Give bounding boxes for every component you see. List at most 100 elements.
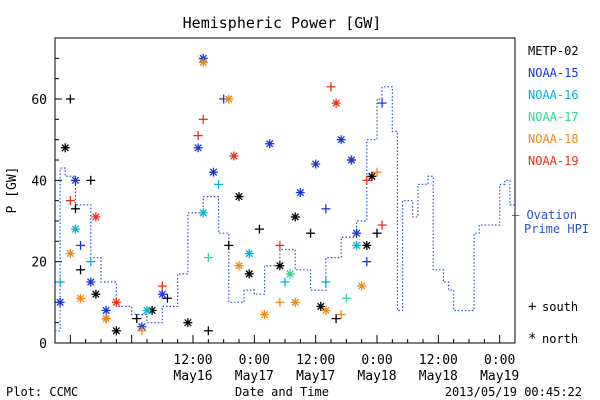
data-point-noaa-15-south xyxy=(321,204,331,214)
data-point-noaa-19-south xyxy=(157,281,167,291)
data-point-noaa-18-north xyxy=(76,293,86,303)
data-point-metp-02-north xyxy=(244,269,254,279)
point-stroke xyxy=(66,249,75,258)
point-stroke xyxy=(102,314,110,323)
data-point-noaa-15-north xyxy=(295,188,305,198)
point-stroke xyxy=(337,135,345,144)
x-tick-date: May19 xyxy=(480,369,519,384)
data-point-metp-02-south xyxy=(132,314,142,324)
data-point-metp-02-north xyxy=(367,171,377,181)
data-point-noaa-16-south xyxy=(321,277,331,287)
data-point-metp-02-south xyxy=(254,224,264,234)
point-stroke xyxy=(61,144,69,152)
north-marker-symbol: * xyxy=(528,331,536,347)
point-stroke xyxy=(56,298,64,307)
data-point-metp-02-south xyxy=(306,228,316,238)
data-point-noaa-18-south xyxy=(137,326,147,336)
point-stroke xyxy=(112,327,121,335)
point-stroke xyxy=(322,306,330,315)
data-point-noaa-15-north xyxy=(352,228,362,238)
y-axis: 0 20 40 60 xyxy=(31,37,62,352)
point-stroke xyxy=(332,99,340,107)
point-stroke xyxy=(265,140,274,148)
plot-timestamp: 2013/05/19 00:45:22 xyxy=(445,385,582,399)
data-point-noaa-17-south xyxy=(341,293,351,303)
data-point-noaa-16-north xyxy=(70,224,80,234)
point-stroke xyxy=(368,172,376,180)
data-point-metp-02-north xyxy=(183,318,193,328)
north-marker-label: north xyxy=(542,332,578,346)
point-stroke xyxy=(245,249,253,258)
x-tick-time: 0:00 xyxy=(484,353,515,368)
data-point-metp-02-south xyxy=(162,293,172,303)
y-tick-label: 60 xyxy=(31,93,47,108)
data-point-noaa-19-south xyxy=(326,82,336,92)
point-stroke xyxy=(260,310,269,319)
data-point-metp-02-north xyxy=(91,289,101,299)
data-point-noaa-16-south xyxy=(86,257,96,267)
data-point-noaa-18-north xyxy=(65,249,75,259)
point-stroke xyxy=(347,156,356,164)
data-point-noaa-16-north xyxy=(244,249,254,259)
point-stroke xyxy=(87,278,95,286)
point-stroke xyxy=(199,209,207,217)
data-point-metp-02-north xyxy=(60,143,70,153)
data-point-metp-02-south xyxy=(224,240,234,250)
point-stroke xyxy=(209,168,218,176)
x-tick-date: May17 xyxy=(235,369,274,384)
data-point-noaa-15-south xyxy=(76,240,86,250)
data-point-metp-02-south xyxy=(372,228,382,238)
point-stroke xyxy=(102,306,110,315)
point-stroke xyxy=(92,290,100,298)
data-point-noaa-19-north xyxy=(111,297,121,307)
data-point-noaa-16-south xyxy=(55,277,65,287)
plot-frame xyxy=(54,37,516,344)
data-point-noaa-16-north xyxy=(198,208,208,218)
point-stroke xyxy=(71,225,80,233)
data-point-noaa-15-north xyxy=(193,143,203,153)
data-point-metp-02-north xyxy=(234,192,244,202)
data-points xyxy=(55,53,387,336)
data-point-noaa-15-north xyxy=(265,139,275,149)
data-point-noaa-16-north xyxy=(352,240,362,250)
point-stroke xyxy=(235,262,243,270)
legend-entry-noaa-16: NOAA-16 xyxy=(528,88,579,102)
x-tick-date: May18 xyxy=(419,369,458,384)
chart-title: Hemispheric Power [GW] xyxy=(183,14,382,32)
data-point-noaa-18-south xyxy=(372,167,382,177)
x-tick-time: 0:00 xyxy=(361,353,392,368)
data-point-noaa-15-south xyxy=(377,98,387,108)
data-point-noaa-15-north xyxy=(208,167,218,177)
point-stroke xyxy=(184,318,192,327)
point-stroke xyxy=(92,213,100,221)
marker-legend: + south * north xyxy=(528,299,578,347)
data-point-noaa-19-south xyxy=(198,114,208,124)
data-point-metp-02-north xyxy=(111,326,121,336)
satellite-legend: METP-02 NOAA-15 NOAA-16 NOAA-17 NOAA-18 NOAA-… xyxy=(528,44,579,168)
data-point-noaa-15-north xyxy=(346,155,356,165)
point-stroke xyxy=(357,282,366,290)
data-point-noaa-18-north xyxy=(321,305,331,315)
point-stroke xyxy=(199,58,207,67)
data-point-noaa-19-south xyxy=(193,131,203,141)
x-axis-title: Date and Time xyxy=(235,385,329,399)
data-point-metp-02-north xyxy=(362,240,372,250)
data-point-noaa-15-north xyxy=(70,175,80,185)
data-point-metp-02-south xyxy=(331,314,341,324)
data-point-noaa-18-north xyxy=(260,310,270,320)
data-point-noaa-18-north xyxy=(357,281,367,291)
data-point-metp-02-south xyxy=(86,175,96,185)
point-stroke xyxy=(235,192,243,201)
point-stroke xyxy=(291,213,299,221)
y-tick-label: 40 xyxy=(31,174,47,189)
south-marker-label: south xyxy=(542,300,578,314)
data-point-metp-02-south xyxy=(76,265,86,275)
x-tick-time: 12:00 xyxy=(419,353,458,368)
data-point-noaa-15-north xyxy=(55,297,65,307)
data-point-noaa-18-north xyxy=(234,261,244,271)
data-point-noaa-15-north xyxy=(311,159,321,169)
plot-credit: Plot: CCMC xyxy=(6,385,78,399)
data-point-noaa-15-north xyxy=(86,277,96,287)
legend-entry-noaa-17: NOAA-17 xyxy=(528,110,579,124)
